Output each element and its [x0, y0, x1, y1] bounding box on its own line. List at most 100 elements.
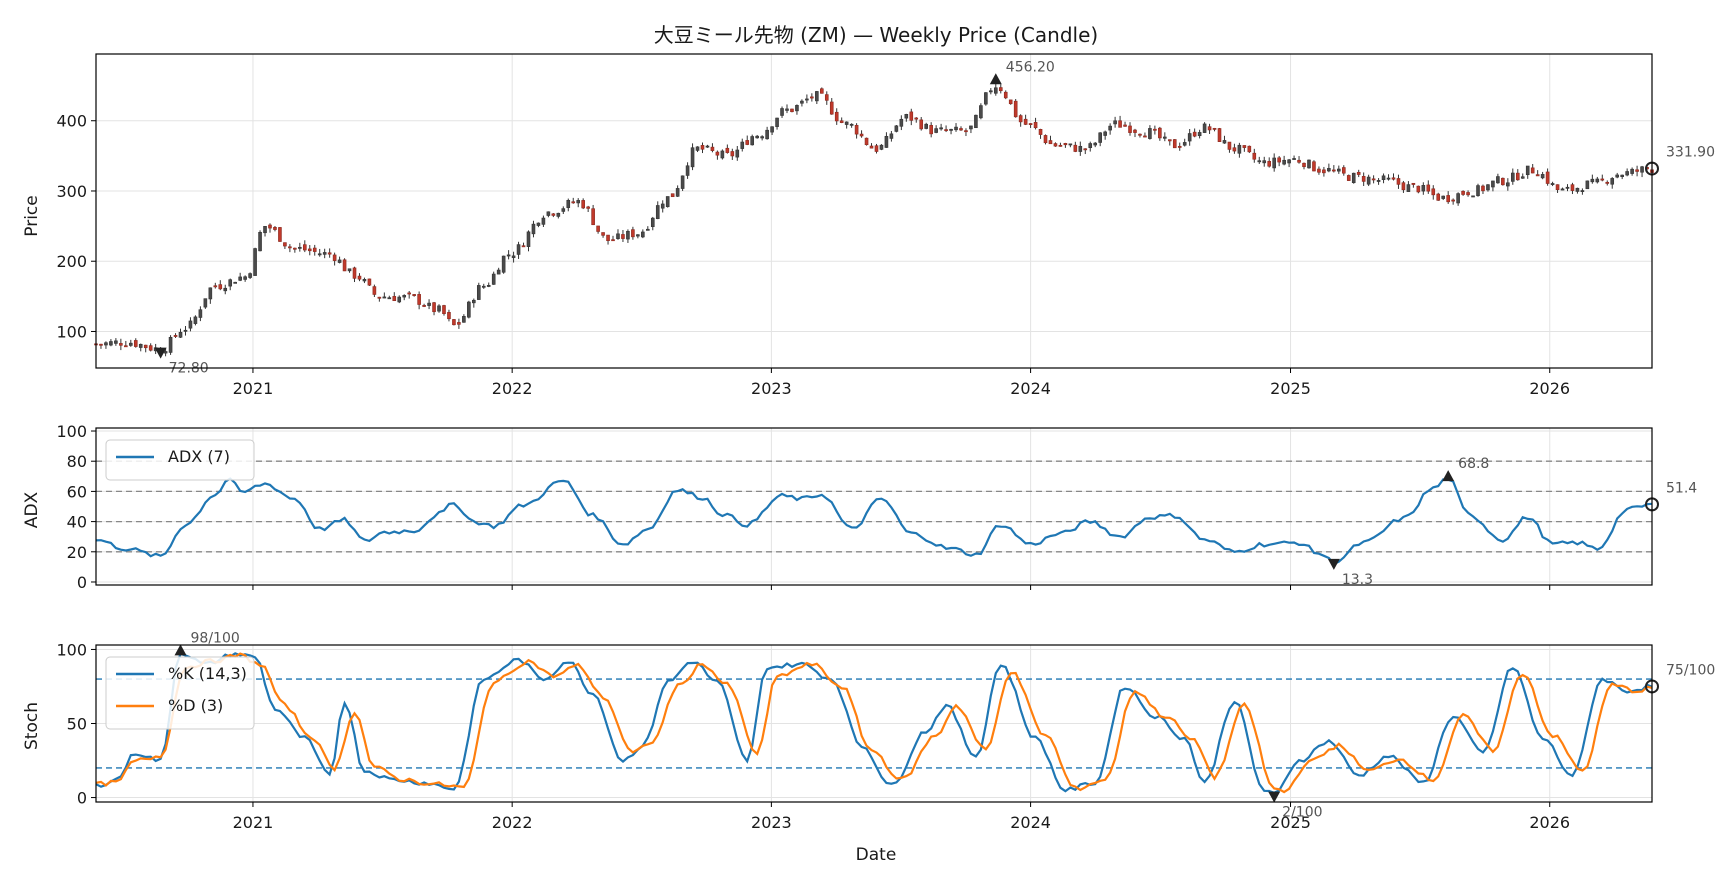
candle-body — [143, 344, 148, 349]
candle-body — [844, 121, 849, 125]
candle-body — [934, 128, 938, 133]
candle-body — [312, 247, 317, 252]
candle-body — [1327, 168, 1331, 172]
candle-body — [1605, 181, 1610, 184]
candle-body — [1421, 185, 1426, 192]
candle-body — [909, 111, 914, 121]
candle-body — [884, 135, 889, 148]
candle-body — [392, 296, 397, 302]
candle-body — [442, 305, 446, 315]
candle-body — [1257, 160, 1262, 163]
candle-body — [367, 278, 372, 286]
candle-body — [1068, 143, 1073, 146]
stoch-panel: 2021 2022 2023 2024 2025 2026 0 50 100 98/100 2/10… — [56, 630, 1715, 832]
candle-body — [829, 101, 834, 115]
candle-body — [462, 316, 466, 323]
candle-body — [800, 100, 804, 104]
candle-body — [302, 244, 307, 251]
candle-body — [1302, 162, 1306, 168]
candle-body — [785, 108, 789, 111]
candle-body — [457, 322, 461, 325]
candle-body — [258, 231, 262, 252]
candle-body — [1187, 133, 1192, 142]
candle-body — [944, 129, 948, 132]
candle-body — [869, 145, 874, 149]
candle-body — [377, 296, 382, 299]
candle-body — [327, 252, 332, 255]
candle-body — [208, 287, 213, 300]
y-tick-label: 20 — [67, 543, 87, 562]
candle-body — [989, 90, 993, 93]
candle-body — [1272, 157, 1276, 169]
candle-body — [427, 302, 431, 306]
candle-body — [114, 340, 118, 344]
plot-frame — [95, 644, 1653, 803]
legend: ADX (7) — [105, 439, 255, 481]
candle-body — [621, 234, 625, 239]
candle-body — [248, 273, 252, 278]
x-tick-label: 2025 — [1270, 813, 1311, 832]
candle-body — [894, 125, 899, 132]
candle-body — [725, 147, 730, 153]
candle-body — [1143, 135, 1147, 138]
legend-label: %D (3) — [168, 696, 223, 715]
candle-body — [501, 255, 506, 273]
candle-body — [1600, 178, 1605, 181]
candle-body — [536, 222, 541, 226]
stoch-axis-label: Stoch — [22, 702, 42, 750]
candle-body — [1247, 145, 1252, 153]
candle-body — [128, 342, 133, 346]
candle-body — [1093, 142, 1098, 146]
candle-body — [695, 146, 700, 151]
candle-body — [889, 133, 894, 139]
candle-body — [138, 343, 143, 348]
y-tick-label: 0 — [77, 789, 87, 808]
candle-body — [372, 286, 377, 295]
candle-body — [228, 279, 233, 287]
plot-frame — [95, 427, 1653, 586]
candle-body — [715, 151, 720, 156]
legend-box — [105, 439, 255, 481]
candle-body — [1520, 176, 1525, 179]
candle-body — [173, 335, 178, 337]
candle-body — [1197, 132, 1202, 137]
candle-body — [402, 295, 407, 298]
candle-body — [1496, 176, 1500, 184]
candle-body — [914, 117, 919, 120]
candle-body — [904, 114, 909, 119]
candle-body — [1361, 176, 1366, 182]
annotation-marker — [1268, 791, 1281, 803]
candle-body — [650, 217, 655, 228]
candle-body — [626, 230, 630, 240]
candle-body — [163, 351, 168, 354]
candle-body — [253, 248, 257, 276]
candle-body — [720, 150, 725, 159]
candle-body — [148, 345, 153, 351]
candle-body — [1148, 128, 1152, 139]
annotation-label: 2/100 — [1282, 805, 1322, 821]
candle-body — [1406, 184, 1411, 192]
candle-body — [790, 108, 794, 113]
y-tick-label: 300 — [56, 182, 87, 201]
candle-body — [1128, 125, 1132, 133]
candle-body — [273, 227, 277, 230]
candle-body — [357, 275, 362, 280]
candle-body — [1317, 168, 1321, 173]
candle-body — [452, 319, 456, 326]
candle-body — [1620, 174, 1624, 177]
candle-body — [1312, 161, 1316, 172]
candle-body — [526, 231, 531, 247]
series-line — [95, 652, 1653, 794]
legend: %K (14,3) %D (3) — [105, 656, 255, 730]
candle-body — [1570, 184, 1575, 191]
candle-body — [964, 130, 968, 133]
candle-body — [1436, 193, 1441, 201]
candle-body — [959, 128, 963, 131]
candle-body — [700, 145, 705, 150]
candle-body — [1386, 177, 1391, 180]
candle-body — [1456, 193, 1460, 204]
candle-body — [1123, 124, 1127, 127]
candle-body — [611, 239, 615, 242]
candle-body — [1108, 125, 1112, 131]
